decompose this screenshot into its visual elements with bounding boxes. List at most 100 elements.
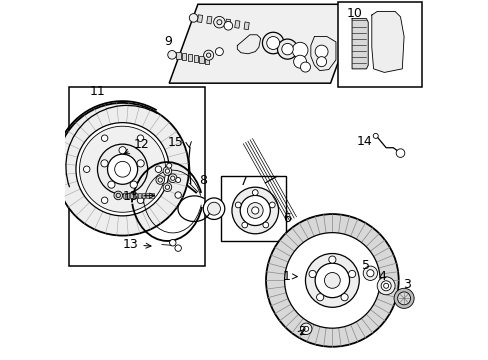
Circle shape — [263, 222, 268, 228]
Circle shape — [115, 161, 130, 177]
Circle shape — [114, 191, 122, 200]
Circle shape — [366, 270, 373, 277]
Circle shape — [76, 123, 169, 216]
Circle shape — [189, 14, 198, 22]
Bar — [149, 193, 153, 198]
Bar — [134, 193, 137, 198]
Circle shape — [395, 149, 404, 157]
Polygon shape — [371, 12, 403, 72]
Circle shape — [163, 183, 171, 192]
Circle shape — [169, 239, 176, 246]
Circle shape — [231, 187, 278, 234]
Text: 12: 12 — [124, 138, 149, 154]
Text: 14: 14 — [356, 135, 372, 148]
Circle shape — [80, 126, 165, 212]
Circle shape — [300, 323, 311, 334]
Circle shape — [97, 144, 147, 194]
Circle shape — [130, 181, 137, 188]
Text: 1: 1 — [282, 270, 297, 283]
Circle shape — [83, 166, 90, 172]
Circle shape — [175, 177, 180, 183]
Bar — [146, 193, 149, 198]
Circle shape — [376, 277, 394, 295]
Circle shape — [292, 42, 307, 58]
Text: 11: 11 — [89, 85, 105, 98]
Circle shape — [101, 197, 108, 203]
Circle shape — [252, 190, 258, 195]
Bar — [138, 193, 141, 198]
Circle shape — [175, 245, 181, 251]
Circle shape — [240, 195, 270, 226]
Circle shape — [163, 167, 171, 175]
Text: 4: 4 — [378, 270, 386, 283]
Circle shape — [155, 166, 162, 172]
Circle shape — [324, 273, 340, 288]
Circle shape — [363, 266, 377, 280]
Circle shape — [165, 169, 169, 173]
Circle shape — [393, 288, 413, 309]
Bar — [204, 57, 209, 64]
Bar — [130, 193, 133, 198]
Circle shape — [107, 181, 115, 188]
Circle shape — [303, 326, 308, 331]
Polygon shape — [310, 37, 335, 71]
Circle shape — [137, 160, 144, 167]
Circle shape — [203, 198, 224, 220]
Polygon shape — [351, 19, 367, 69]
Circle shape — [170, 176, 175, 180]
Bar — [225, 19, 230, 27]
Circle shape — [101, 160, 108, 167]
Circle shape — [316, 57, 326, 67]
Text: 7: 7 — [240, 175, 248, 188]
Text: 15: 15 — [167, 136, 183, 149]
Circle shape — [305, 253, 359, 307]
Circle shape — [224, 22, 232, 30]
Circle shape — [316, 294, 323, 301]
Bar — [193, 55, 198, 62]
Circle shape — [207, 202, 220, 215]
Bar — [216, 18, 221, 25]
Text: 9: 9 — [164, 35, 172, 49]
Circle shape — [284, 233, 379, 328]
Text: 2: 2 — [297, 325, 305, 338]
Bar — [182, 53, 186, 60]
Circle shape — [137, 135, 143, 141]
Circle shape — [101, 135, 108, 141]
Bar — [199, 56, 203, 63]
Circle shape — [156, 176, 164, 184]
Circle shape — [167, 50, 176, 59]
Circle shape — [203, 50, 213, 60]
Circle shape — [314, 45, 327, 58]
Text: 6: 6 — [282, 212, 290, 225]
Circle shape — [293, 55, 306, 68]
Circle shape — [314, 263, 349, 298]
Circle shape — [251, 207, 258, 214]
Circle shape — [265, 214, 398, 347]
Bar — [187, 54, 192, 61]
Bar — [338, 3, 421, 87]
Circle shape — [348, 270, 355, 278]
Circle shape — [242, 222, 247, 228]
Circle shape — [372, 134, 378, 138]
Text: 13: 13 — [122, 190, 154, 203]
Circle shape — [269, 202, 275, 208]
Bar — [126, 193, 129, 198]
Bar — [122, 193, 125, 198]
Circle shape — [215, 48, 223, 55]
Bar — [176, 51, 180, 59]
Circle shape — [300, 62, 310, 72]
Text: 8: 8 — [199, 174, 207, 187]
Bar — [197, 15, 202, 22]
Circle shape — [213, 17, 224, 28]
Bar — [244, 22, 249, 30]
Circle shape — [308, 270, 316, 278]
Circle shape — [328, 256, 335, 263]
Text: 10: 10 — [346, 7, 362, 20]
Circle shape — [266, 37, 279, 49]
Circle shape — [277, 39, 297, 59]
Circle shape — [247, 203, 263, 219]
Bar — [234, 21, 240, 28]
Circle shape — [158, 178, 162, 182]
Text: 5: 5 — [362, 259, 370, 272]
Circle shape — [235, 202, 241, 208]
